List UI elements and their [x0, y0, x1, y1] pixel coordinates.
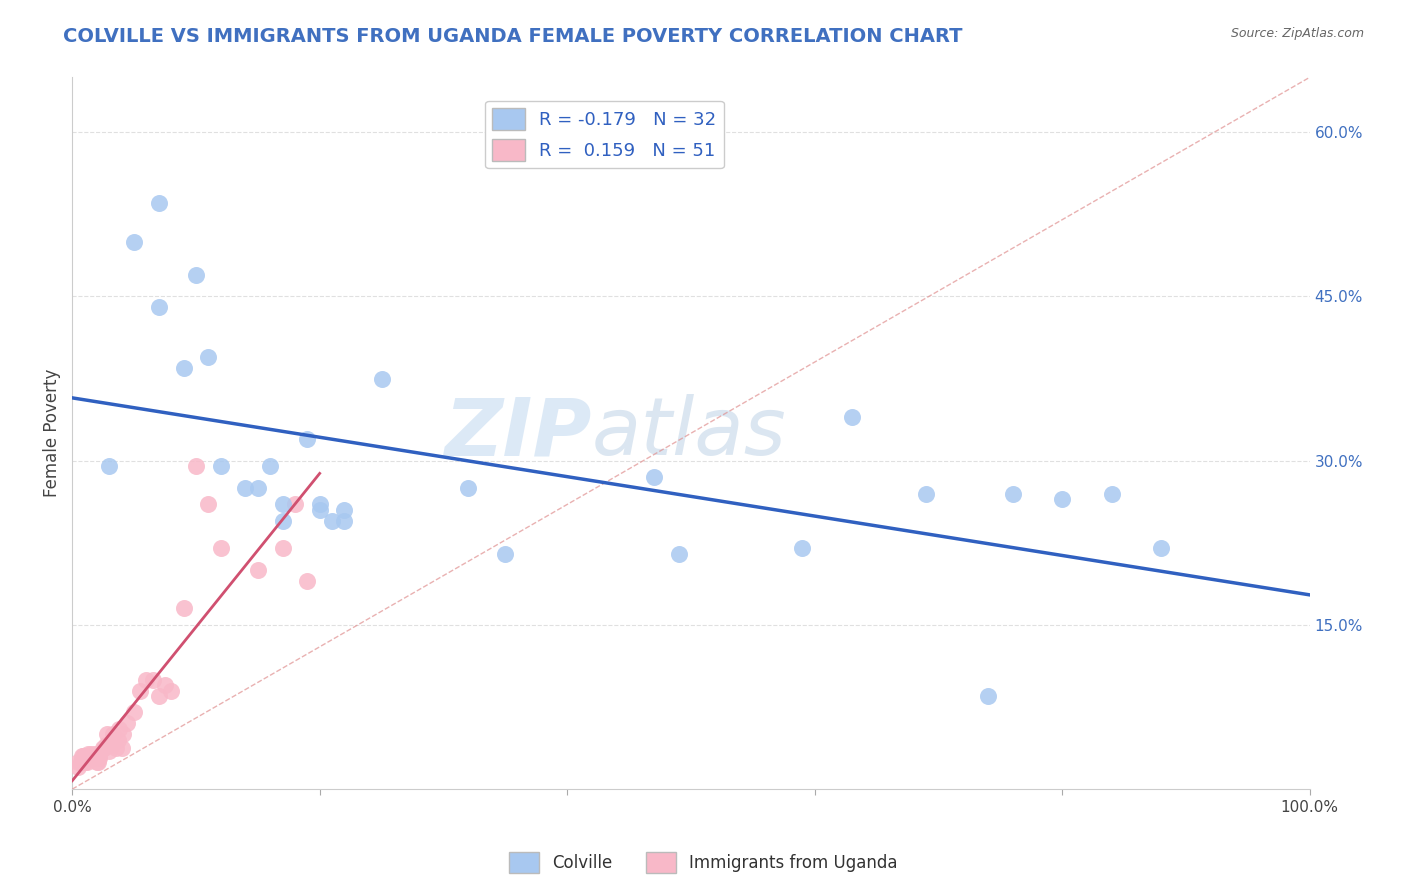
Point	[67, 755, 90, 769]
Point	[73, 749, 96, 764]
Point	[308, 498, 330, 512]
Point	[297, 432, 319, 446]
Point	[160, 683, 183, 698]
Point	[153, 678, 176, 692]
Point	[333, 503, 356, 517]
Point	[77, 747, 100, 761]
Point	[284, 498, 307, 512]
Point	[122, 706, 145, 720]
Point	[333, 514, 356, 528]
Text: ZIP: ZIP	[444, 394, 592, 472]
Point	[184, 459, 207, 474]
Point	[197, 498, 219, 512]
Point	[122, 235, 145, 249]
Point	[83, 747, 105, 761]
Point	[173, 360, 195, 375]
Point	[108, 722, 131, 736]
Point	[370, 371, 392, 385]
Point	[148, 689, 170, 703]
Point	[87, 755, 110, 769]
Point	[101, 739, 124, 753]
Point	[86, 749, 108, 764]
Point	[67, 760, 90, 774]
Point	[80, 751, 103, 765]
Point	[184, 268, 207, 282]
Legend: Colville, Immigrants from Uganda: Colville, Immigrants from Uganda	[502, 846, 904, 880]
Point	[111, 740, 134, 755]
Point	[457, 481, 479, 495]
Point	[83, 749, 105, 764]
Point	[104, 740, 127, 755]
Point	[197, 350, 219, 364]
Point	[643, 470, 665, 484]
Point	[82, 751, 104, 765]
Point	[84, 751, 107, 765]
Point	[129, 683, 152, 698]
Point	[308, 503, 330, 517]
Point	[209, 459, 232, 474]
Point	[321, 514, 343, 528]
Point	[76, 751, 98, 765]
Point	[148, 196, 170, 211]
Point	[89, 749, 111, 764]
Point	[915, 486, 938, 500]
Point	[792, 541, 814, 556]
Point	[977, 689, 1000, 703]
Point	[148, 301, 170, 315]
Point	[271, 514, 294, 528]
Point	[173, 601, 195, 615]
Point	[70, 749, 93, 764]
Point	[142, 673, 165, 687]
Point	[111, 727, 134, 741]
Point	[77, 751, 100, 765]
Point	[80, 747, 103, 761]
Point	[297, 574, 319, 588]
Point	[235, 481, 257, 495]
Text: atlas: atlas	[592, 394, 786, 472]
Point	[246, 563, 269, 577]
Legend: R = -0.179   N = 32, R =  0.159   N = 51: R = -0.179 N = 32, R = 0.159 N = 51	[485, 101, 724, 169]
Point	[1101, 486, 1123, 500]
Point	[1001, 486, 1024, 500]
Point	[494, 547, 516, 561]
Point	[98, 744, 121, 758]
Point	[841, 409, 863, 424]
Point	[101, 727, 124, 741]
Point	[73, 755, 96, 769]
Point	[98, 459, 121, 474]
Point	[115, 716, 138, 731]
Point	[86, 755, 108, 769]
Point	[271, 498, 294, 512]
Point	[209, 541, 232, 556]
Point	[80, 751, 103, 765]
Point	[89, 751, 111, 765]
Point	[668, 547, 690, 561]
Point	[93, 740, 115, 755]
Text: COLVILLE VS IMMIGRANTS FROM UGANDA FEMALE POVERTY CORRELATION CHART: COLVILLE VS IMMIGRANTS FROM UGANDA FEMAL…	[63, 27, 963, 45]
Point	[96, 727, 118, 741]
Point	[271, 541, 294, 556]
Point	[70, 755, 93, 769]
Point	[246, 481, 269, 495]
Point	[72, 749, 94, 764]
Point	[1050, 491, 1073, 506]
Point	[107, 732, 129, 747]
Point	[76, 755, 98, 769]
Y-axis label: Female Poverty: Female Poverty	[44, 369, 60, 498]
Point	[94, 739, 117, 753]
Point	[135, 673, 157, 687]
Point	[91, 740, 114, 755]
Point	[1150, 541, 1173, 556]
Text: Source: ZipAtlas.com: Source: ZipAtlas.com	[1230, 27, 1364, 40]
Point	[259, 459, 281, 474]
